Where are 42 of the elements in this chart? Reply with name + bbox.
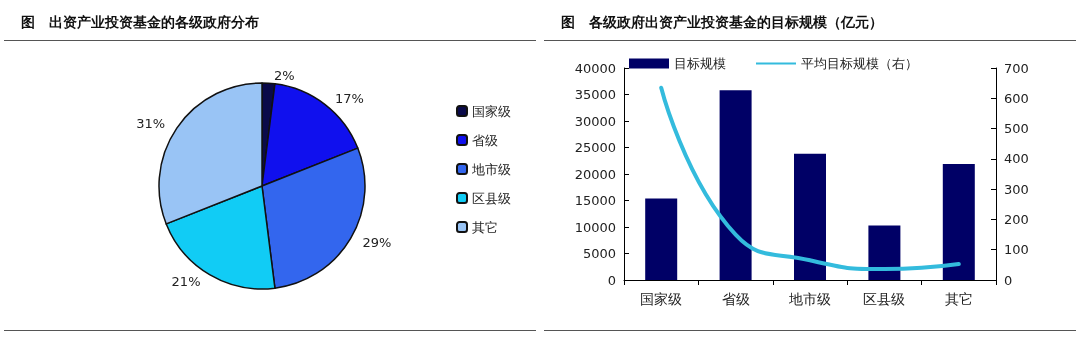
chart-title: 图 各级政府出资产业投资基金的目标规模（亿元）	[561, 14, 883, 30]
data-label: 21%	[171, 274, 201, 290]
y2-tick-label: 500	[1004, 121, 1029, 137]
y2-tick-label: 600	[1004, 90, 1029, 106]
data-label: 29%	[362, 235, 392, 250]
y-tick-label: 30000	[574, 113, 616, 129]
x-tick-label: 区县级	[863, 291, 906, 307]
y2-tick-label: 300	[1004, 181, 1029, 197]
data-label: 17%	[335, 90, 364, 106]
legend-label: 地市级	[471, 161, 511, 177]
bar	[645, 198, 678, 280]
x-tick-label: 国家级	[640, 291, 683, 307]
line-series	[659, 85, 961, 272]
legend-label: 其它	[472, 219, 498, 235]
y-tick-label: 5000	[582, 246, 616, 261]
legend-label: 国家级	[472, 103, 511, 119]
legend-label: 目标规模	[674, 56, 726, 71]
x-tick-label: 省级	[721, 291, 750, 307]
bar	[719, 90, 752, 280]
y2-tick-label: 400	[1004, 151, 1029, 167]
y2-tick-label: 700	[1004, 60, 1029, 76]
y2-tick-label: 0	[1004, 272, 1013, 288]
y-tick-label: 35000	[574, 87, 616, 102]
bar	[942, 163, 975, 280]
legend-label: 平均目标规模（右）	[801, 56, 918, 71]
bar	[794, 153, 826, 280]
bar	[868, 225, 901, 280]
y-tick-label: 25000	[574, 140, 616, 155]
chart-title: 图 出资产业投资基金的各级政府分布	[21, 14, 259, 30]
y2-tick-label: 100	[1004, 242, 1029, 258]
data-label: 2%	[273, 67, 295, 83]
y2-tick-label: 200	[1004, 211, 1029, 227]
y-tick-label: 15000	[574, 193, 616, 208]
y-tick-label: 20000	[574, 166, 616, 182]
y-tick-label: 10000	[574, 219, 616, 235]
x-tick-label: 地市级	[788, 291, 831, 307]
legend-label: 区县级	[472, 190, 511, 206]
x-tick-label: 其它	[944, 291, 973, 307]
data-label: 31%	[136, 116, 166, 132]
y-tick-label: 0	[607, 272, 616, 288]
y-tick-label: 40000	[574, 60, 616, 76]
legend-label: 省级	[472, 132, 498, 148]
